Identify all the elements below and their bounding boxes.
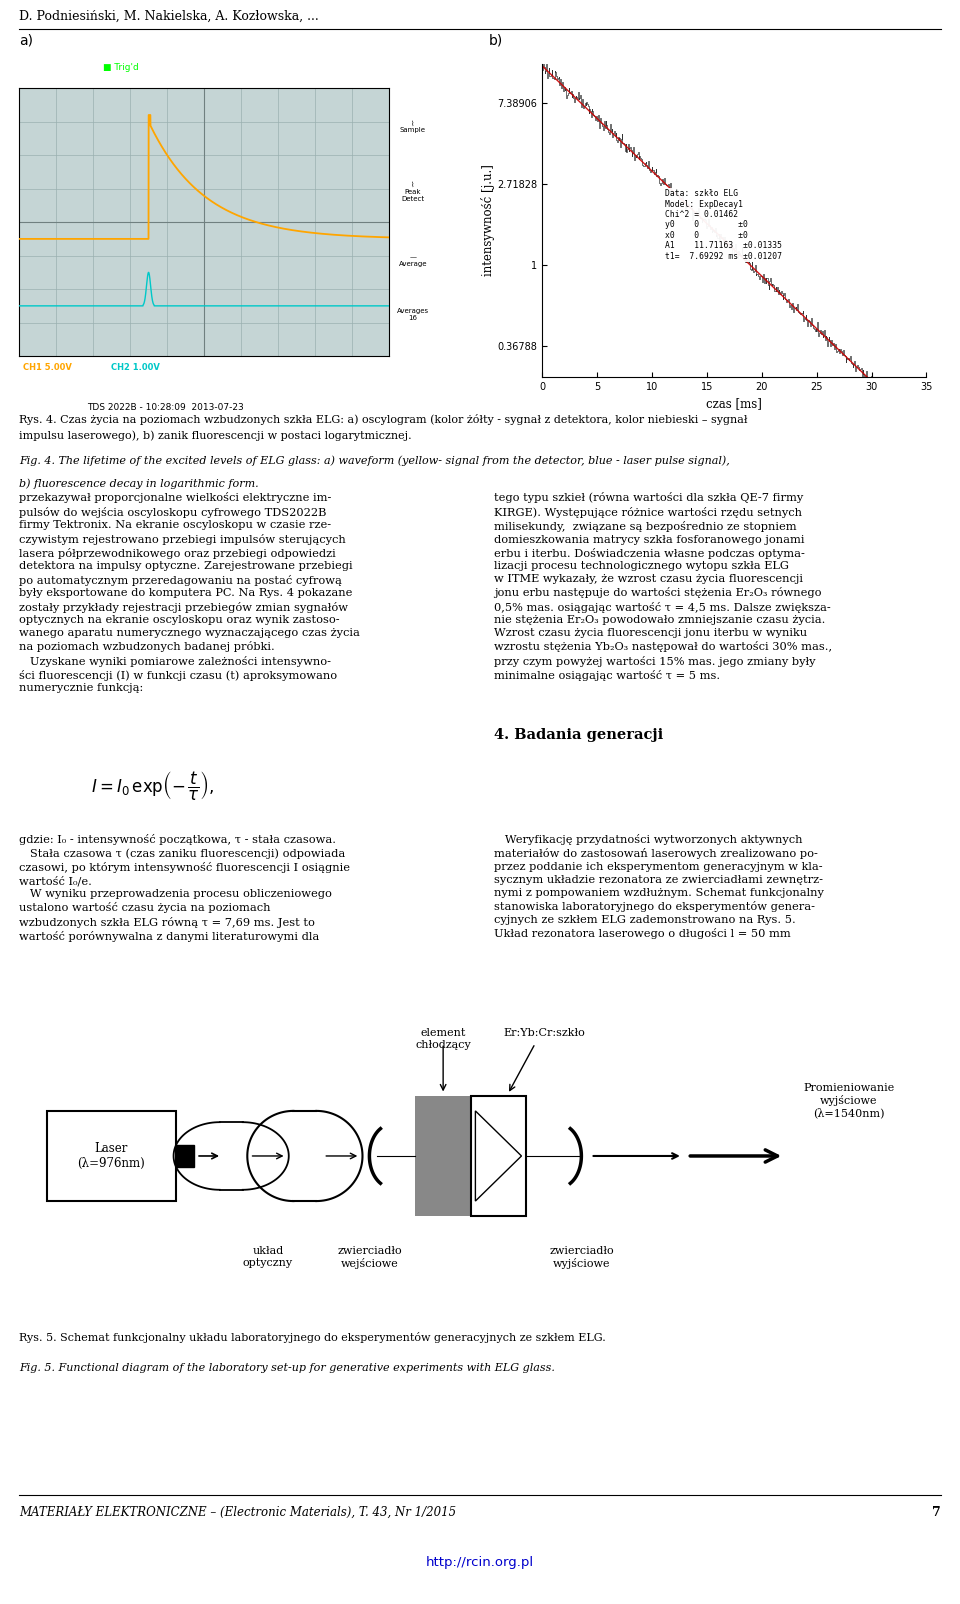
Text: przekazywał proporcjonalne wielkości elektryczne im-
pulsów do wejścia oscylosko: przekazywał proporcjonalne wielkości ele… xyxy=(19,492,360,693)
Text: Er:Yb:Cr:szkło: Er:Yb:Cr:szkło xyxy=(504,1028,586,1038)
Text: zwierciadło
wejściowe: zwierciadło wejściowe xyxy=(337,1246,401,1269)
Text: Fig. 5. Functional diagram of the laboratory set-up for generative experiments w: Fig. 5. Functional diagram of the labora… xyxy=(19,1363,555,1373)
Text: tego typu szkieł (równa wartości dla szkła QE-7 firmy
KIRGE). Występujące różnic: tego typu szkieł (równa wartości dla szk… xyxy=(494,492,832,680)
Text: Rys. 5. Schemat funkcjonalny układu laboratoryjnego do eksperymentów generacyjny: Rys. 5. Schemat funkcjonalny układu labo… xyxy=(19,1333,606,1343)
Text: $I = I_0 \, \exp\!\left(-\,\dfrac{t}{\tau}\right),$: $I = I_0 \, \exp\!\left(-\,\dfrac{t}{\ta… xyxy=(91,768,215,802)
Text: Ext ∠ 0.00V: Ext ∠ 0.00V xyxy=(303,363,353,372)
Text: układ
optyczny: układ optyczny xyxy=(243,1246,293,1267)
Text: Fig. 4. The lifetime of the excited levels of ELG glass: a) waveform (yellow- si: Fig. 4. The lifetime of the excited leve… xyxy=(19,456,730,467)
Text: Data: szkło ELG
Model: ExpDecay1
Chi^2 = 0.01462
y0    0        ±0
x0    0      : Data: szkło ELG Model: ExpDecay1 Chi^2 =… xyxy=(665,189,782,261)
Text: 23-Jul-13 09:28: 23-Jul-13 09:28 xyxy=(94,387,153,396)
Text: Rys. 4. Czas życia na poziomach wzbudzonych szkła ELG: a) oscylogram (kolor żółt: Rys. 4. Czas życia na poziomach wzbudzon… xyxy=(19,414,748,425)
Text: zwierciadło
wyjściowe: zwierciadło wyjściowe xyxy=(549,1246,613,1269)
Text: MATERIAŁY ELEKTRONICZNE – (Electronic Materials), T. 43, Nr 1/2015: MATERIAŁY ELEKTRONICZNE – (Electronic Ma… xyxy=(19,1506,456,1519)
Text: ⌇
Sample: ⌇ Sample xyxy=(399,120,426,133)
Text: b) fluorescence decay in logarithmic form.: b) fluorescence decay in logarithmic for… xyxy=(19,478,259,489)
Text: Tek: Tek xyxy=(28,63,48,72)
Text: http://rcin.org.pl: http://rcin.org.pl xyxy=(426,1556,534,1569)
Bar xyxy=(470,1096,526,1216)
Text: Promieniowanie
wyjściowe
(λ=1540nm): Promieniowanie wyjściowe (λ=1540nm) xyxy=(803,1083,895,1118)
Text: gdzie: I₀ - intensywność początkowa, τ - stała czasowa.
   Stała czasowa τ (czas: gdzie: I₀ - intensywność początkowa, τ -… xyxy=(19,834,350,942)
Bar xyxy=(47,1112,176,1201)
Polygon shape xyxy=(475,1112,521,1201)
Text: CH2 1.00V: CH2 1.00V xyxy=(111,363,160,372)
Bar xyxy=(176,1145,194,1168)
Text: ACQUIRE: ACQUIRE xyxy=(362,64,402,72)
Bar xyxy=(416,1096,470,1216)
Text: D. Podniesiński, M. Nakielska, A. Kozłowska, ...: D. Podniesiński, M. Nakielska, A. Kozłow… xyxy=(19,10,319,22)
Text: b): b) xyxy=(490,34,503,47)
Text: Averages
16: Averages 16 xyxy=(396,308,429,321)
Y-axis label: intensywność [j.u.]: intensywność [j.u.] xyxy=(481,165,494,276)
Text: impulsu laserowego), b) zanik fluorescencji w postaci logarytmicznej.: impulsu laserowego), b) zanik fluorescen… xyxy=(19,431,412,441)
Text: M Pos: 22.20ms: M Pos: 22.20ms xyxy=(215,64,286,72)
Text: Weryfikację przydatności wytworzonych aktywnych
materiałów do zastosowań laserow: Weryfikację przydatności wytworzonych ak… xyxy=(494,834,825,938)
Text: JL_: JL_ xyxy=(65,63,79,74)
Text: M 5.00ms: M 5.00ms xyxy=(203,363,244,372)
Text: 7: 7 xyxy=(932,1506,941,1519)
Text: element
chłodzący: element chłodzący xyxy=(416,1028,471,1051)
Text: ■ Trig'd: ■ Trig'd xyxy=(103,64,138,72)
X-axis label: czas [ms]: czas [ms] xyxy=(707,398,762,411)
Text: 4. Badania generacji: 4. Badania generacji xyxy=(494,728,663,741)
Text: ⌇
Peak
Detect: ⌇ Peak Detect xyxy=(401,181,424,202)
Text: a): a) xyxy=(19,34,34,47)
Text: —
Average: — Average xyxy=(398,255,427,268)
Text: TDS 2022B - 10:28:09  2013-07-23: TDS 2022B - 10:28:09 2013-07-23 xyxy=(87,403,244,412)
Text: CH1 5.00V: CH1 5.00V xyxy=(23,363,72,372)
Text: 13.8346Hz: 13.8346Hz xyxy=(270,387,311,396)
Text: Laser
(λ=976nm): Laser (λ=976nm) xyxy=(78,1142,145,1169)
